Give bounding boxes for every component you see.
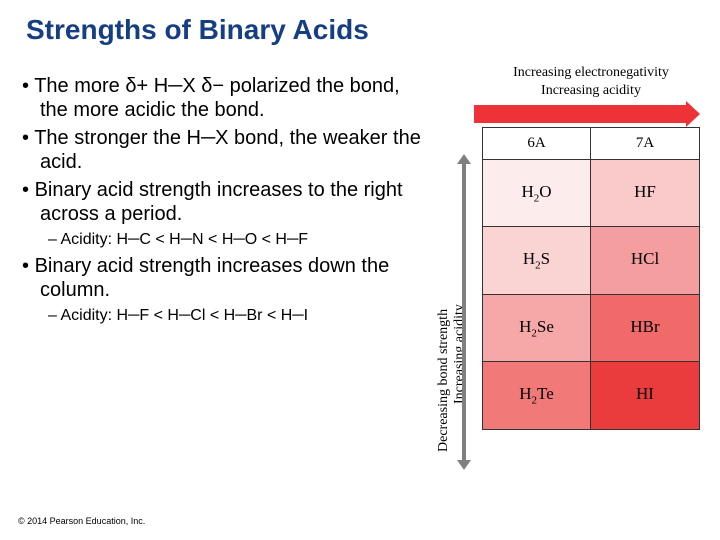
acid-cell: HCl	[591, 227, 699, 293]
top-label-2: Increasing acidity	[474, 82, 708, 100]
acid-cell: H2S	[483, 227, 591, 293]
acid-cell: H2O	[483, 160, 591, 226]
vertical-axis: Decreasing bond strength Increasing acid…	[428, 162, 472, 462]
page-title: Strengths of Binary Acids	[0, 0, 720, 46]
acid-cell: HBr	[591, 295, 699, 361]
table-header: 6A 7A	[483, 128, 699, 160]
bullet-4-sub: Acidity: H─F < H─Cl < H─Br < H─I	[18, 306, 428, 326]
bullet-1: The more δ+ H─X δ− polarized the bond, t…	[18, 74, 428, 122]
top-arrow-wrap	[434, 105, 708, 123]
content-area: The more δ+ H─X δ− polarized the bond, t…	[0, 46, 720, 430]
vert-label-1: Decreasing bond strength	[436, 309, 452, 452]
acid-cell: H2Se	[483, 295, 591, 361]
figure: Increasing electronegativity Increasing …	[428, 64, 708, 430]
col-header-6a: 6A	[483, 128, 591, 159]
bullet-3-sub: Acidity: H─C < H─N < H─O < H─F	[18, 230, 428, 250]
acid-cell: H2Te	[483, 362, 591, 428]
table-row: H2OHF	[483, 160, 699, 227]
top-label-1: Increasing electronegativity	[474, 64, 708, 82]
bullet-2: The stronger the H─X bond, the weaker th…	[18, 126, 428, 174]
table-row: H2TeHI	[483, 362, 699, 428]
double-arrow-icon	[460, 162, 472, 462]
bullet-list: The more δ+ H─X δ− polarized the bond, t…	[18, 64, 428, 430]
bullet-3: Binary acid strength increases to the ri…	[18, 178, 428, 226]
acid-cell: HI	[591, 362, 699, 428]
copyright: © 2014 Pearson Education, Inc.	[18, 516, 145, 526]
bullet-4: Binary acid strength increases down the …	[18, 254, 428, 302]
acid-table: 6A 7A H2OHFH2SHClH2SeHBrH2TeHI	[482, 127, 700, 430]
table-row: H2SHCl	[483, 227, 699, 294]
table-row: H2SeHBr	[483, 295, 699, 362]
top-axis-labels: Increasing electronegativity Increasing …	[434, 64, 708, 99]
right-arrow-icon	[474, 105, 686, 123]
col-header-7a: 7A	[591, 128, 699, 159]
acid-cell: HF	[591, 160, 699, 226]
